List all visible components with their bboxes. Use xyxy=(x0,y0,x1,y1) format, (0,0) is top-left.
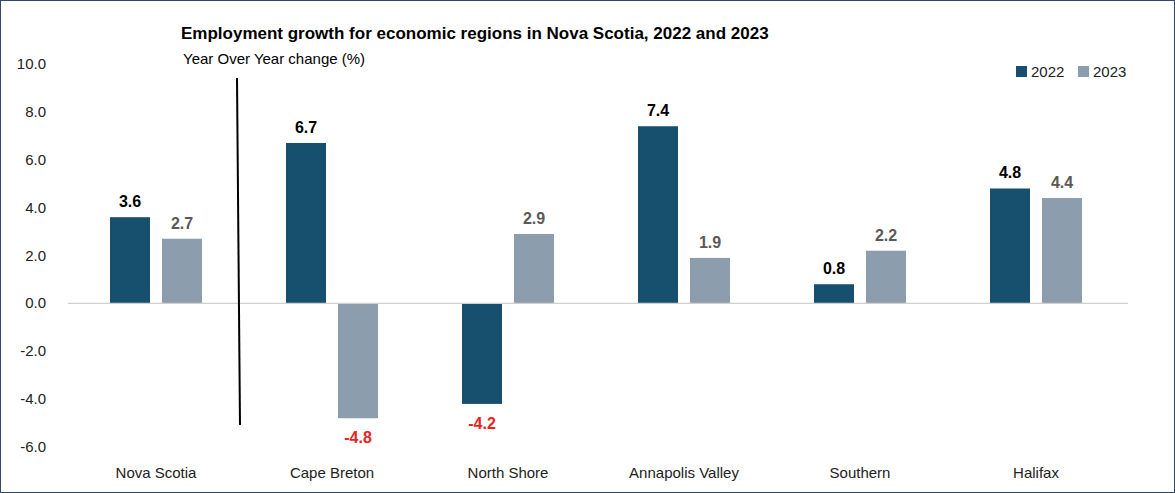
x-axis: Nova Scotia Cape Breton North Shore Annapol… xyxy=(116,464,1060,481)
bar xyxy=(162,239,202,304)
data-label: 7.4 xyxy=(647,102,669,119)
data-label: -4.8 xyxy=(344,429,372,446)
y-axis: -6.0 -4.0 -2.0 0.0 2.0 4.0 6.0 8.0 10.0 xyxy=(17,55,46,455)
legend: 2022 2023 xyxy=(1016,63,1126,80)
bars xyxy=(110,126,1082,418)
zero-line xyxy=(68,303,1128,304)
bar xyxy=(514,234,554,303)
data-label: 2.2 xyxy=(875,227,897,244)
y-tick-label: -2.0 xyxy=(20,342,46,359)
bar xyxy=(286,143,326,303)
legend-label: 2022 xyxy=(1031,63,1064,80)
bar xyxy=(814,284,854,303)
bar xyxy=(638,126,678,303)
data-label: 3.6 xyxy=(119,193,141,210)
frame xyxy=(1,1,1175,493)
y-tick-label: -6.0 xyxy=(20,438,46,455)
x-tick-label: Annapolis Valley xyxy=(629,464,739,481)
legend-label: 2023 xyxy=(1093,63,1126,80)
y-tick-label: -4.0 xyxy=(20,390,46,407)
x-tick-label: Southern xyxy=(830,464,891,481)
x-tick-label: Halifax xyxy=(1013,464,1059,481)
bar xyxy=(866,251,906,304)
subtitle: Year Over Year change (%) xyxy=(183,50,365,67)
bar xyxy=(110,217,150,303)
y-tick-label: 0.0 xyxy=(25,294,46,311)
separator xyxy=(237,78,240,425)
bar xyxy=(338,303,378,418)
data-label: 2.9 xyxy=(523,210,545,227)
data-label: 0.8 xyxy=(823,260,845,277)
data-label: 4.8 xyxy=(999,164,1021,181)
y-tick-label: 2.0 xyxy=(25,247,46,264)
legend-swatch xyxy=(1078,66,1089,77)
y-tick-label: 10.0 xyxy=(17,55,46,72)
y-tick-label: 4.0 xyxy=(25,199,46,216)
y-tick-label: 6.0 xyxy=(25,151,46,168)
x-tick-label: Cape Breton xyxy=(290,464,374,481)
data-labels: 3.6 6.7 -4.2 7.4 0.8 4.8 2.7 -4.8 2.9 1.9 2.2 4.4 xyxy=(119,102,1073,446)
bar xyxy=(690,258,730,303)
legend-swatch xyxy=(1016,66,1027,77)
data-label: 6.7 xyxy=(295,119,317,136)
data-label: 4.4 xyxy=(1051,174,1073,191)
chart-svg: -6.0 -4.0 -2.0 0.0 2.0 4.0 6.0 8.0 10.0 3.6 6.7 -4.… xyxy=(0,0,1175,493)
x-tick-label: North Shore xyxy=(468,464,549,481)
data-label: -4.2 xyxy=(468,415,496,432)
data-label: 1.9 xyxy=(699,234,721,251)
x-tick-label: Nova Scotia xyxy=(116,464,198,481)
bar xyxy=(462,303,502,404)
bar xyxy=(990,188,1030,303)
chart-container: -6.0 -4.0 -2.0 0.0 2.0 4.0 6.0 8.0 10.0 3.6 6.7 -4.… xyxy=(0,0,1175,493)
title: Employment growth for economic regions i… xyxy=(181,24,769,43)
y-tick-label: 8.0 xyxy=(25,103,46,120)
bar xyxy=(1042,198,1082,303)
data-label: 2.7 xyxy=(171,215,193,232)
